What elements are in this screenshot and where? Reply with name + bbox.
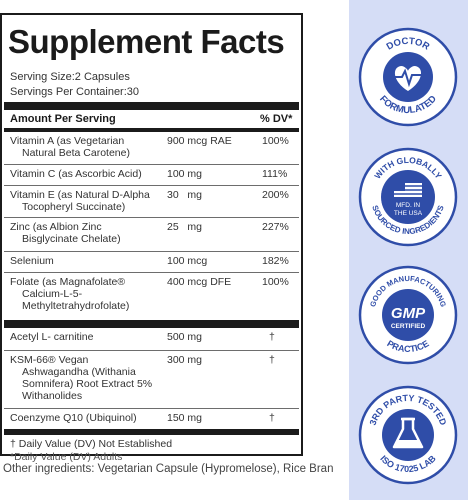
nutrient-name: Selenium	[10, 255, 54, 267]
third-party-tested-badge: 3RD PARTY TESTED ISO 17025 LAB	[358, 385, 458, 485]
nutrient-row: Zinc (as Albion Zinc Bisglycinate Chelate…	[4, 218, 299, 252]
nutrient-dv: 100%	[262, 276, 289, 288]
badge-gmp-certified-text: CERTIFIED	[391, 323, 426, 330]
nutrient-dv: 182%	[262, 255, 289, 267]
section-divider	[4, 320, 299, 328]
supplement-facts-panel: Supplement Facts Serving Size:2 Capsules…	[0, 13, 303, 463]
doctor-formulated-badge: DOCTOR FORMULATED	[358, 27, 458, 127]
usa-flag-icon	[394, 183, 422, 197]
gmp-badge: GOOD MANUFACTURING PRACTICE GMP CERTIFIE…	[358, 265, 458, 365]
thick-divider	[4, 102, 299, 110]
nutrient-row: Vitamin E (as Natural D-Alpha Tocopheryl …	[4, 186, 299, 218]
serving-size: Serving Size:2 Capsules	[10, 71, 130, 83]
percent-dv-header: % DV*	[260, 113, 293, 125]
ingredient-row: KSM-66® Vegan Ashwagandha (Withania Somnif…	[4, 351, 299, 409]
nutrient-row: Vitamin A (as Vegetarian Natural Beta Car…	[4, 132, 299, 165]
nutrient-dv: 100%	[262, 135, 289, 147]
ingredient-row: Coenzyme Q10 (Ubiquinol) 150 mg †	[4, 409, 299, 429]
nutrient-name: Folate (as Magnafolate® Calcium-L-5- Methy…	[10, 276, 130, 312]
nutrient-name: Vitamin E (as Natural D-Alpha Tocopheryl …	[10, 189, 150, 213]
ingredient-row: Acetyl L- carnitine 500 mg †	[4, 328, 299, 351]
ingredient-name: KSM-66® Vegan Ashwagandha (Withania Somnif…	[10, 354, 153, 402]
nutrient-amount: 30 mg	[167, 189, 203, 201]
facts-title: Supplement Facts	[8, 23, 285, 60]
nutrient-row: Selenium 100 mcg 182%	[4, 252, 299, 273]
flask-icon	[392, 417, 424, 449]
ingredient-amount: 150 mg	[167, 412, 203, 424]
nutrient-name: Vitamin A (as Vegetarian Natural Beta Car…	[10, 135, 130, 159]
heart-pulse-icon	[394, 66, 422, 91]
svg-text:DOCTOR: DOCTOR	[385, 36, 432, 53]
amount-per-serving-header: Amount Per Serving	[10, 113, 116, 125]
ingredient-name: Coenzyme Q10 (Ubiquinol)	[10, 412, 137, 424]
nutrient-amount: 900 mcg RAE	[167, 135, 232, 147]
nutrient-dv: 111%	[262, 168, 288, 180]
ingredient-dv: †	[269, 354, 275, 366]
nutrient-name: Zinc (as Albion Zinc Bisglycinate Chelate…	[10, 221, 121, 245]
badge-gmp-bottom-text: PRACTICE	[385, 338, 430, 354]
ingredient-dv: †	[269, 331, 275, 343]
footnote-dv-adults: *Daily Value (DV) Adults	[10, 451, 123, 463]
other-ingredients: Other ingredients: Vegetarian Capsule (H…	[3, 463, 334, 475]
nutrient-amount: 100 mcg	[167, 255, 208, 267]
nutrient-dv: 200%	[262, 189, 289, 201]
ingredient-dv: †	[269, 412, 275, 424]
ingredient-name: Acetyl L- carnitine	[10, 331, 94, 343]
badge-gmp-logo-text: GMP	[391, 305, 426, 322]
servings-per-container: Servings Per Container:30	[10, 86, 140, 98]
nutrient-row: Folate (as Magnafolate® Calcium-L-5- Methy…	[4, 273, 299, 320]
svg-text:PRACTICE: PRACTICE	[385, 338, 430, 354]
footnote-dv-not-established: † Daily Value (DV) Not Established	[10, 438, 173, 450]
ingredient-amount: 300 mg	[167, 354, 203, 366]
globally-sourced-badge: WITH GLOBALLY SOURCED INGREDIENTS MFD. I…	[358, 147, 458, 247]
nutrient-dv: 227%	[262, 221, 289, 233]
nutrient-amount: 400 mcg DFE	[167, 276, 232, 288]
nutrient-amount: 100 mg	[167, 168, 203, 180]
nutrient-name: Vitamin C (as Ascorbic Acid)	[10, 168, 142, 180]
nutrient-amount: 25 mg	[167, 221, 203, 233]
badge-sourced-center-line2: THE USA	[394, 210, 423, 217]
ingredient-amount: 500 mg	[167, 331, 203, 343]
header-divider	[4, 128, 299, 132]
bottom-divider	[4, 429, 299, 435]
badge-sourced-center-line1: MFD. IN	[396, 202, 420, 209]
badge-doctor-top-text: DOCTOR	[385, 36, 432, 53]
nutrient-row: Vitamin C (as Ascorbic Acid) 100 mg 111%	[4, 165, 299, 186]
